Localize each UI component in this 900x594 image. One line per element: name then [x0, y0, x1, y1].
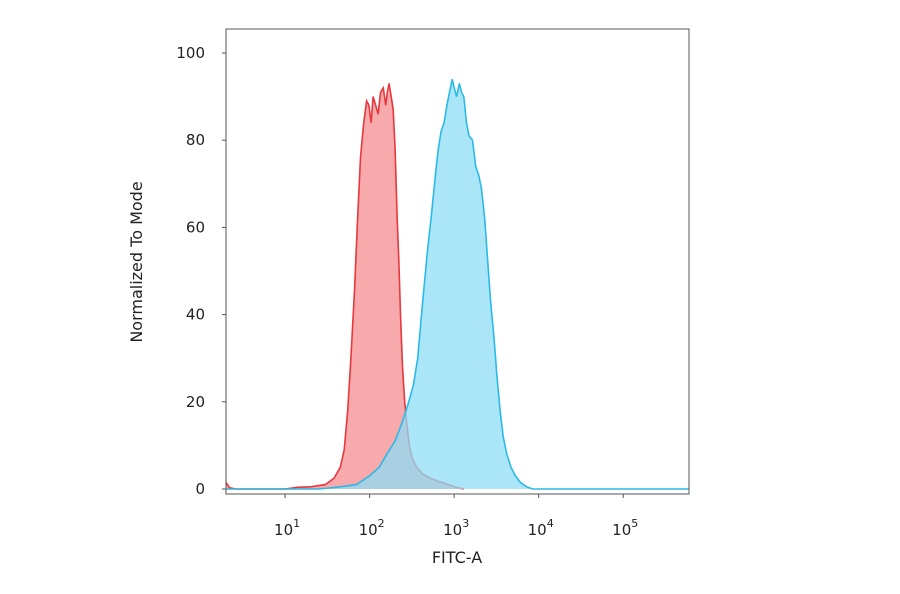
x-tick-label: 105 [612, 517, 638, 539]
x-axis-title: FITC-A [432, 548, 482, 567]
x-tick-label: 101 [274, 517, 300, 539]
series-2-area [226, 79, 689, 489]
x-tick-label: 103 [443, 517, 469, 539]
plot-frame [225, 28, 690, 495]
y-tick-label: 80 [186, 131, 205, 149]
y-axis-ticks: 0 20 40 60 80 100 [176, 44, 226, 498]
y-tick-label: 20 [186, 393, 205, 411]
y-axis-title: Normalized To Mode [127, 181, 146, 342]
x-tick-label: 104 [528, 517, 554, 539]
y-tick-label: 40 [186, 306, 205, 324]
series-2-line [226, 79, 689, 490]
series-layer [226, 79, 689, 490]
y-tick-label: 60 [186, 218, 205, 236]
x-tick-label: 102 [359, 517, 385, 539]
x-axis-ticks: 101 102 103 104 105 [274, 494, 638, 539]
y-tick-label: 0 [195, 480, 205, 498]
y-tick-label: 100 [176, 44, 205, 62]
